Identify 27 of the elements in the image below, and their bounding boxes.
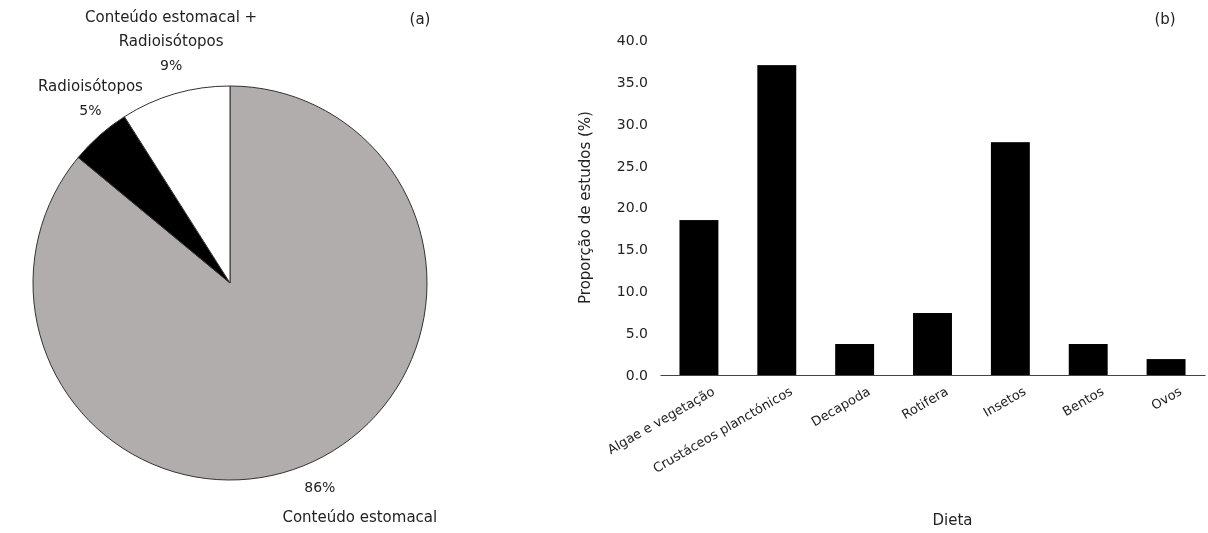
chart-title: (b): [1154, 10, 1176, 28]
chart-title: (a): [409, 10, 431, 28]
slice-label: Radioisótopos: [38, 76, 144, 95]
y-tick-label: 25.0: [616, 157, 648, 174]
bar: [1068, 344, 1108, 375]
y-tick-label: 40.0: [616, 31, 648, 48]
data-label: 9%: [160, 57, 183, 74]
data-label: 5%: [79, 101, 102, 118]
bar: [679, 220, 719, 375]
bar: [1146, 359, 1186, 375]
x-tick-label: Ovos: [1148, 383, 1185, 413]
y-axis-title: Proporção de estudos (%): [576, 111, 594, 304]
y-tick-label: 5.0: [625, 325, 648, 342]
x-axis-title: Dieta: [932, 511, 973, 529]
y-tick-label: 20.0: [616, 199, 648, 216]
y-tick-label: 15.0: [616, 241, 648, 258]
y-tick-label: 0.0: [625, 366, 648, 383]
y-tick-label: 10.0: [616, 283, 648, 300]
slice-label: Conteúdo estomacal + Radioisótopos: [85, 8, 258, 51]
bar: [757, 65, 797, 375]
y-tick-label: 35.0: [616, 73, 648, 90]
slice-label: Conteúdo estomacal: [282, 507, 438, 526]
bar: [990, 142, 1030, 375]
data-label: 86%: [304, 478, 336, 495]
bar: [913, 313, 952, 375]
bar: [835, 344, 875, 375]
y-tick-label: 30.0: [616, 115, 648, 132]
